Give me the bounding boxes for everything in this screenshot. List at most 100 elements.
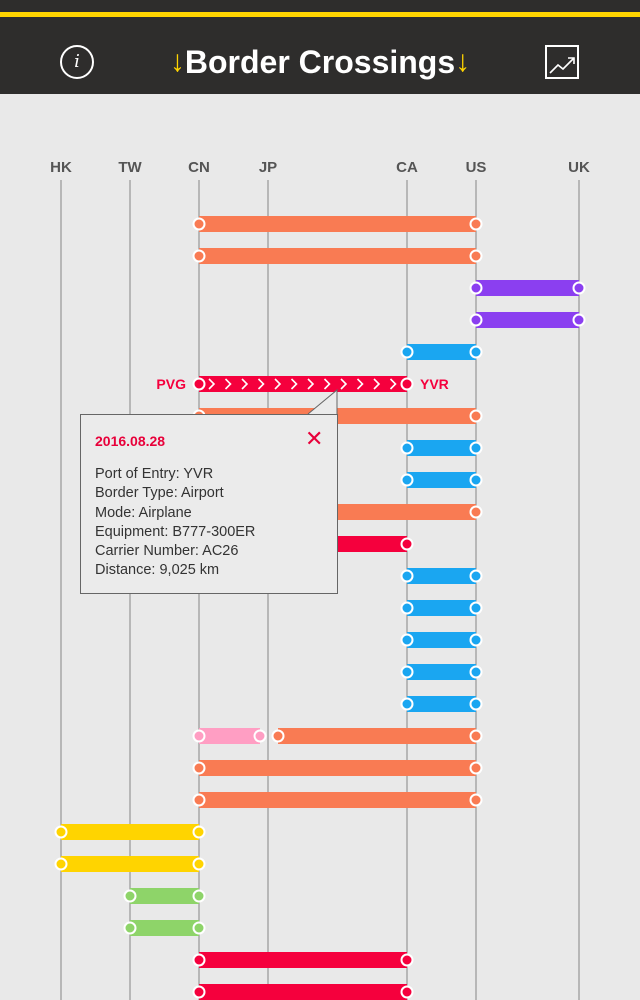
direction-chevron [241, 378, 249, 390]
trip-bar [407, 632, 476, 648]
direction-chevron [224, 378, 232, 390]
trip-start-dot [469, 313, 483, 327]
trip-bar [278, 728, 476, 744]
trip-bar [199, 376, 407, 392]
trip-end-dot [400, 953, 414, 967]
trip-end-dot [192, 857, 206, 871]
trip-bar [407, 664, 476, 680]
top-accent-stripe [0, 0, 640, 18]
trip-end-dot [469, 345, 483, 359]
direction-chevron [208, 378, 216, 390]
trip-end-dot [469, 569, 483, 583]
trip-start-dot [400, 441, 414, 455]
direction-chevron [389, 378, 397, 390]
popup-line: Mode: Airplane [95, 504, 192, 521]
trip-end-dot [469, 409, 483, 423]
trip-start-dot [400, 633, 414, 647]
trip-start-dot [54, 857, 68, 871]
popup-line: Port of Entry: YVR [95, 466, 214, 482]
destination-code-label: YVR [420, 376, 449, 392]
direction-chevron [340, 378, 348, 390]
trip-end-dot [192, 889, 206, 903]
trip-start-dot [469, 281, 483, 295]
direction-chevron [307, 378, 315, 390]
trip-end-dot [469, 761, 483, 775]
popup-line: Border Type: Airport [95, 485, 224, 502]
yellow-accent-line [0, 12, 640, 17]
popup-line: Distance: 9,025 km [95, 562, 220, 579]
trip-start-dot [400, 601, 414, 615]
page-title: Border Crossings [184, 44, 456, 80]
trip-bar [199, 248, 476, 264]
trip-end-dot [253, 729, 267, 743]
trip-bar [407, 696, 476, 712]
trip-end-dot [469, 729, 483, 743]
trip-start-dot [192, 377, 206, 391]
trip-end-dot [469, 473, 483, 487]
trip-bar [476, 280, 579, 296]
column-label-us: US [466, 159, 487, 176]
direction-chevron [356, 378, 364, 390]
trip-start-dot [192, 793, 206, 807]
down-arrow-right-icon: ↓ [455, 45, 471, 78]
direction-chevron [274, 378, 282, 390]
trip-bar [199, 952, 407, 968]
column-label-tw: TW [118, 159, 142, 176]
trip-start-dot [400, 569, 414, 583]
trip-end-dot [400, 377, 414, 391]
trending-chart-icon[interactable] [545, 45, 579, 79]
column-label-jp: JP [259, 159, 277, 176]
info-icon[interactable]: i [60, 45, 94, 79]
trip-bar [61, 824, 199, 840]
trip-start-dot [192, 729, 206, 743]
close-icon[interactable]: ✕ [305, 426, 324, 451]
trip-end-dot [469, 793, 483, 807]
trip-bar [476, 312, 579, 328]
trip-bar [407, 568, 476, 584]
trip-end-dot [469, 505, 483, 519]
trip-start-dot [400, 697, 414, 711]
trip-end-dot [469, 249, 483, 263]
trip-start-dot [400, 665, 414, 679]
trip-bar [130, 920, 199, 936]
trip-end-dot [192, 921, 206, 935]
popup-line: Equipment: B777-300ER [95, 523, 256, 540]
trip-bar [407, 344, 476, 360]
popup-details: Port of Entry: YVR Border Type: Airport … [95, 465, 255, 581]
trip-bar [199, 216, 476, 232]
direction-chevron [373, 378, 381, 390]
trip-start-dot [400, 345, 414, 359]
popup-pointer-outline [307, 388, 338, 415]
trip-end-dot [469, 633, 483, 647]
trip-bar [61, 856, 199, 872]
trip-end-dot [192, 825, 206, 839]
trip-end-dot [469, 441, 483, 455]
column-label-cn: CN [188, 159, 210, 176]
trip-start-dot [123, 921, 137, 935]
direction-chevron [290, 378, 298, 390]
trip-end-dot [469, 217, 483, 231]
origin-code-label: PVG [156, 376, 186, 392]
column-label-uk: UK [568, 159, 590, 176]
trip-end-dot [572, 281, 586, 295]
trip-start-dot [192, 953, 206, 967]
trip-start-dot [54, 825, 68, 839]
trip-end-dot [469, 697, 483, 711]
trip-start-dot [192, 985, 206, 999]
column-label-hk: HK [50, 159, 72, 176]
trip-end-dot [572, 313, 586, 327]
trip-start-dot [123, 889, 137, 903]
popup-line: Carrier Number: AC26 [95, 543, 239, 560]
crossing-detail-popup: 2016.08.28 ✕ Port of Entry: YVR Border T… [80, 414, 338, 594]
trip-start-dot [192, 249, 206, 263]
trip-start-dot [271, 729, 285, 743]
trip-bar [407, 472, 476, 488]
trip-bar [199, 728, 260, 744]
trip-start-dot [400, 473, 414, 487]
trip-start-dot [192, 761, 206, 775]
column-label-ca: CA [396, 159, 418, 176]
page-title-group: ↓Border Crossings↓ [150, 40, 490, 84]
direction-chevron [323, 378, 331, 390]
down-arrow-left-icon: ↓ [169, 45, 185, 78]
trip-bar [199, 984, 407, 1000]
